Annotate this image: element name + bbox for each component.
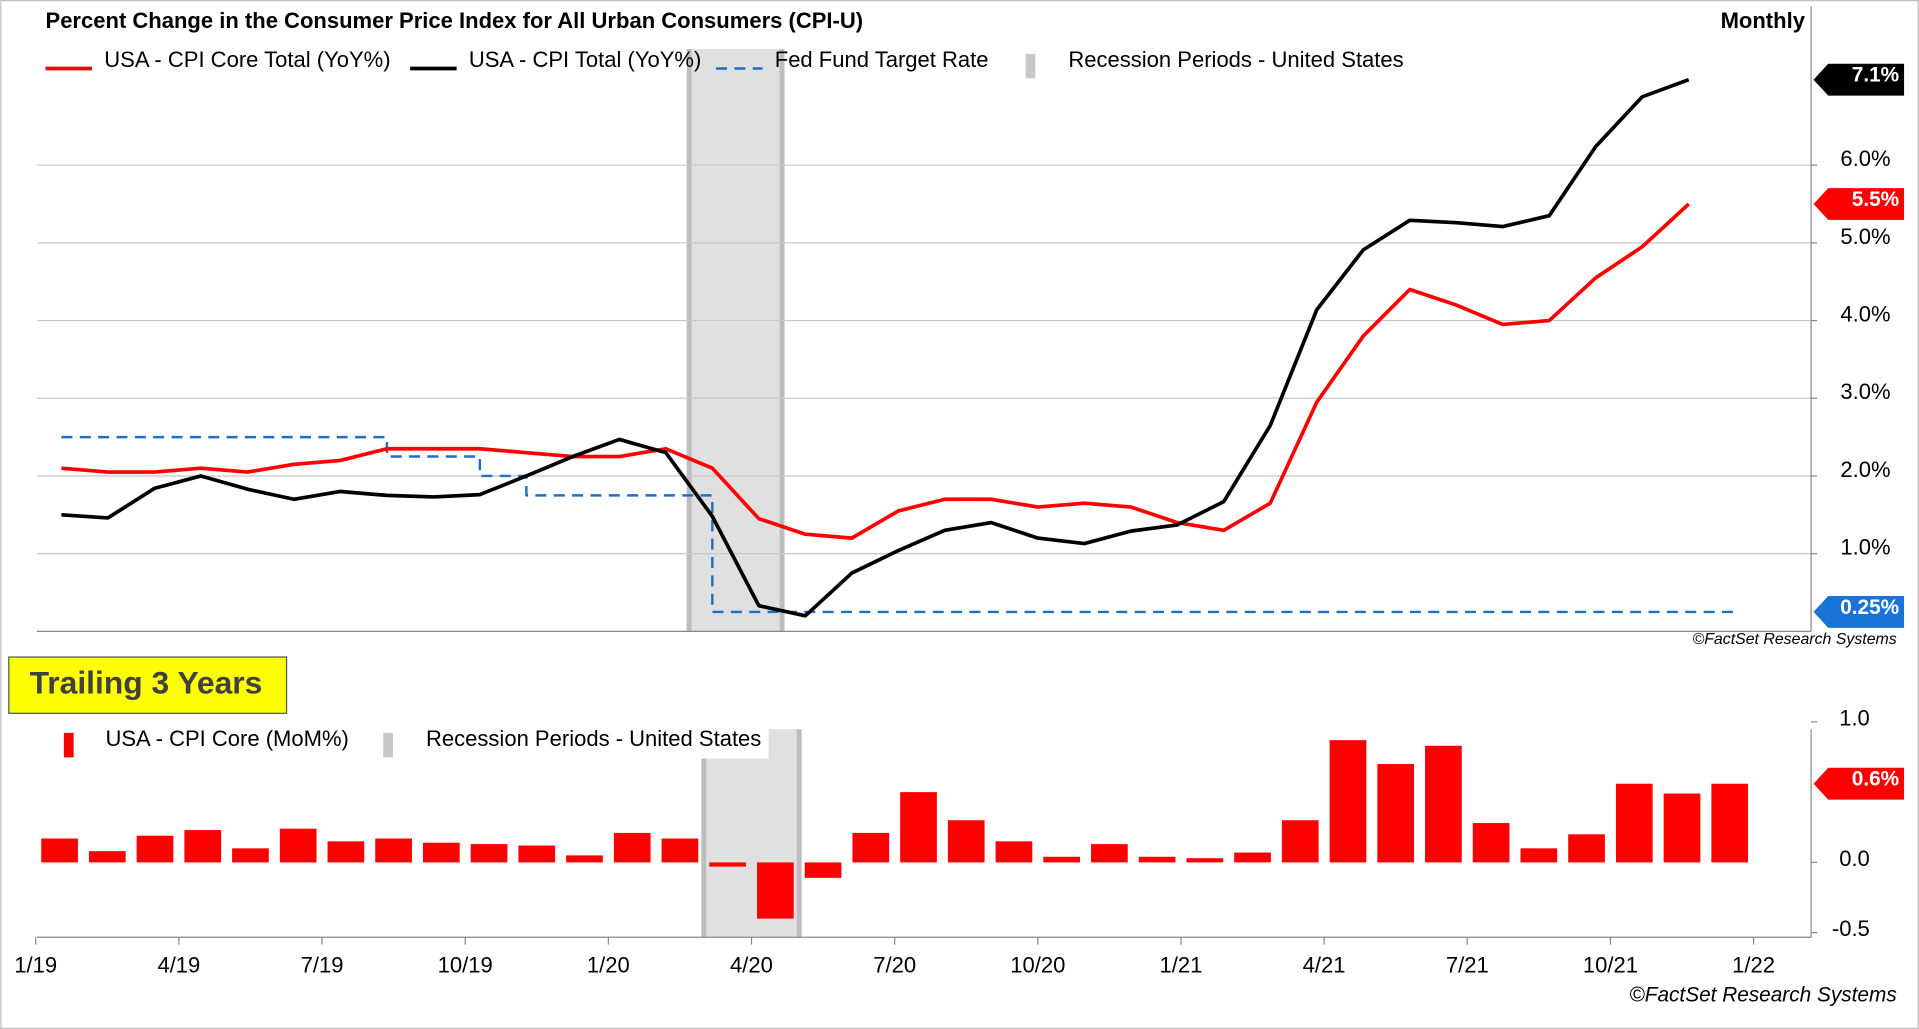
bar <box>757 862 794 919</box>
bar <box>709 862 746 867</box>
legend-label: USA - CPI Total (YoY%) <box>469 47 701 72</box>
x-tick-label: 4/20 <box>730 952 773 977</box>
legend-swatch <box>383 732 393 758</box>
bar <box>1711 783 1749 863</box>
value-badge <box>1813 767 1905 800</box>
y-tick-label: 1.0% <box>1840 535 1890 560</box>
value-label: 0.6% <box>1852 768 1899 791</box>
bar <box>327 841 365 863</box>
value-badge <box>1813 188 1905 220</box>
bar <box>1043 856 1081 863</box>
y-tick-label: 1.0 <box>1839 705 1870 730</box>
chart-subtitle: Monthly <box>1721 8 1806 33</box>
bar <box>566 855 603 863</box>
bar <box>232 848 269 863</box>
y-tick-label: 0.0 <box>1839 846 1870 871</box>
bar <box>613 832 651 863</box>
value-badge <box>1813 63 1905 96</box>
banner-box <box>8 656 288 714</box>
value-label: 0.25% <box>1840 596 1899 619</box>
bar <box>136 835 174 863</box>
value-label: 5.5% <box>1852 188 1899 211</box>
bar <box>1234 852 1271 863</box>
bar <box>1281 820 1319 863</box>
x-tick-label: 1/19 <box>14 952 57 977</box>
legend-label: USA - CPI Core Total (YoY%) <box>104 47 390 72</box>
bar <box>947 820 985 863</box>
bar <box>1568 834 1605 863</box>
bar <box>900 792 937 863</box>
x-tick-label: 10/19 <box>438 952 493 977</box>
x-tick-label: 7/21 <box>1446 952 1489 977</box>
legend-label: USA - CPI Core (MoM%) <box>105 726 348 751</box>
bar <box>661 838 699 863</box>
legend-label: Recession Periods - United States <box>1068 47 1403 72</box>
bar <box>41 838 78 863</box>
bar <box>1472 823 1510 863</box>
bar <box>1377 764 1415 863</box>
y-tick-label: 6.0% <box>1840 146 1890 171</box>
y-tick-label: 4.0% <box>1840 301 1890 326</box>
banner-text: Trailing 3 Years <box>30 665 263 701</box>
y-tick-label: 5.0% <box>1840 224 1890 249</box>
x-tick-label: 4/21 <box>1303 952 1346 977</box>
bar <box>1186 858 1224 863</box>
series-line <box>61 77 1690 618</box>
legend-bg <box>36 726 769 759</box>
y-tick-label: 3.0% <box>1840 379 1890 404</box>
series-line <box>61 435 1736 614</box>
y-tick-label: -0.5 <box>1832 916 1870 941</box>
y-tick-label: 2.0% <box>1840 457 1890 482</box>
x-tick-label: 1/22 <box>1732 952 1775 977</box>
bar <box>375 838 412 863</box>
x-tick-label: 7/19 <box>301 952 344 977</box>
bar <box>1091 844 1128 863</box>
x-tick-label: 1/21 <box>1160 952 1203 977</box>
value-label: 7.1% <box>1852 64 1899 87</box>
bar <box>1138 856 1176 863</box>
bar <box>804 862 842 878</box>
x-tick-label: 10/20 <box>1010 952 1065 977</box>
value-badge <box>1813 596 1905 628</box>
bar <box>852 832 890 863</box>
recession-shade <box>689 48 783 632</box>
bar <box>184 830 222 863</box>
bar <box>88 851 126 863</box>
source-note: ©FactSet Research Systems <box>1693 631 1897 648</box>
x-tick-label: 7/20 <box>873 952 916 977</box>
bar <box>422 842 460 863</box>
chart-title: Percent Change in the Consumer Price Ind… <box>46 8 864 33</box>
bar <box>1615 783 1653 863</box>
bar <box>1425 745 1462 863</box>
bar <box>279 828 317 863</box>
x-tick-label: 4/19 <box>157 952 200 977</box>
series-line <box>61 202 1690 540</box>
bar <box>518 845 556 863</box>
bar <box>1520 848 1558 863</box>
bar <box>1663 793 1701 863</box>
source-note: ©FactSet Research Systems <box>1629 983 1896 1006</box>
legend-label: Fed Fund Target Rate <box>775 47 989 72</box>
legend-swatch <box>63 732 74 758</box>
bar <box>1329 740 1367 863</box>
x-tick-label: 1/20 <box>587 952 630 977</box>
legend-swatch <box>1025 53 1036 79</box>
legend-label: Recession Periods - United States <box>426 726 761 751</box>
x-tick-label: 10/21 <box>1583 952 1638 977</box>
bar <box>470 844 508 863</box>
bar <box>995 841 1033 863</box>
